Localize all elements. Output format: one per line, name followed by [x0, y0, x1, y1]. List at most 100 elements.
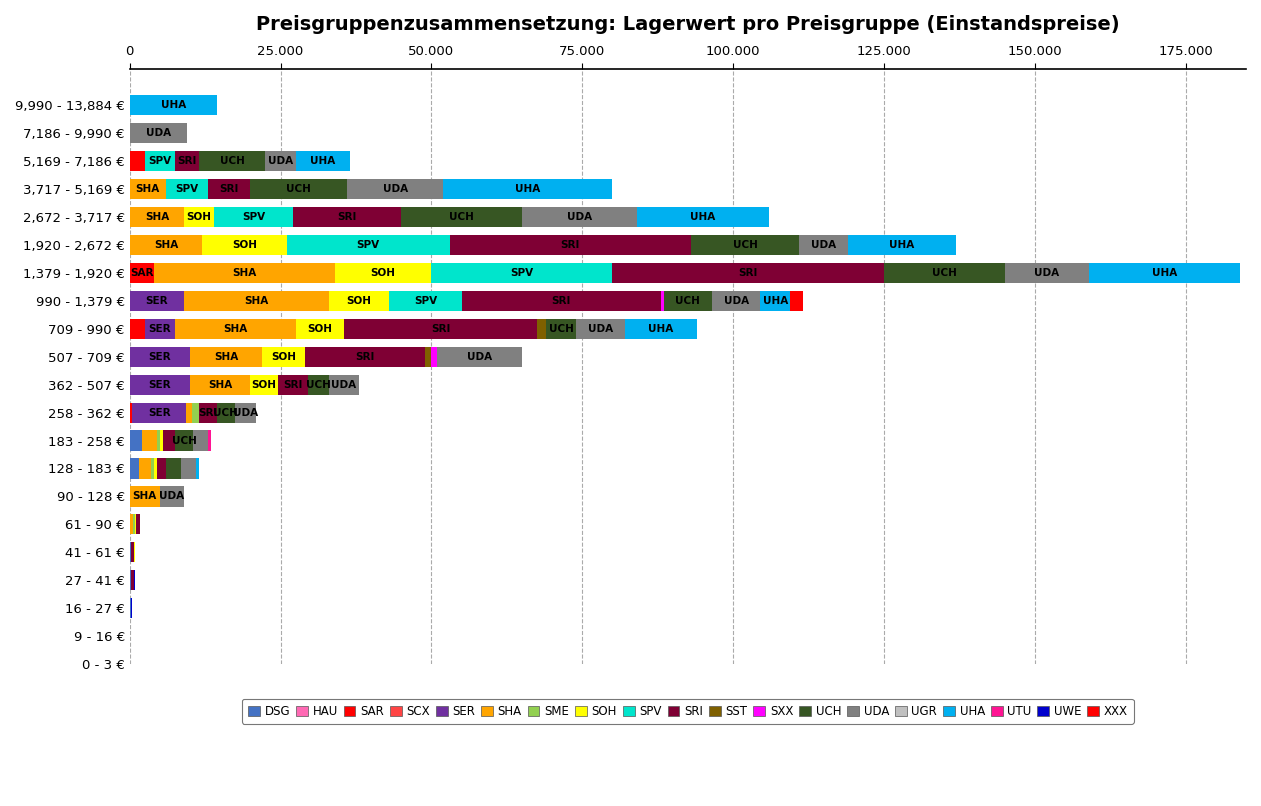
Bar: [884, 263, 1005, 283]
Text: SHA: SHA: [154, 240, 178, 250]
Bar: [130, 318, 145, 339]
Bar: [187, 402, 193, 422]
Text: UCH: UCH: [213, 408, 238, 418]
Bar: [576, 318, 624, 339]
Bar: [663, 291, 712, 311]
Text: SHA: SHA: [208, 380, 232, 389]
Bar: [132, 402, 187, 422]
Bar: [130, 402, 132, 422]
Text: SHA: SHA: [145, 212, 169, 222]
Bar: [160, 486, 184, 506]
Text: SHA: SHA: [232, 268, 256, 278]
Bar: [190, 347, 262, 367]
Text: UHA: UHA: [763, 296, 788, 305]
Bar: [847, 235, 956, 255]
Bar: [449, 235, 691, 255]
Text: UCH: UCH: [676, 296, 700, 305]
Text: UDA: UDA: [1034, 268, 1059, 278]
Bar: [438, 347, 522, 367]
Bar: [217, 402, 235, 422]
Text: SER: SER: [149, 380, 171, 389]
Text: SPV: SPV: [414, 296, 438, 305]
Text: UDA: UDA: [467, 351, 492, 362]
Bar: [160, 430, 163, 451]
Text: UHA: UHA: [516, 184, 541, 194]
Bar: [262, 347, 305, 367]
Bar: [235, 402, 256, 422]
Bar: [712, 291, 760, 311]
Bar: [145, 151, 175, 171]
Bar: [624, 318, 697, 339]
Text: SRI: SRI: [198, 408, 217, 418]
Text: UCH: UCH: [733, 240, 758, 250]
Text: UCH: UCH: [171, 435, 197, 446]
Text: SPV: SPV: [149, 156, 171, 166]
Bar: [546, 318, 576, 339]
Bar: [166, 179, 208, 199]
Text: UDA: UDA: [146, 128, 171, 138]
Bar: [208, 179, 251, 199]
Bar: [305, 347, 425, 367]
Text: SRI: SRI: [431, 324, 450, 334]
Text: UDA: UDA: [588, 324, 613, 334]
Bar: [293, 207, 401, 227]
Text: SHA: SHA: [214, 351, 238, 362]
Text: UHA: UHA: [1151, 268, 1178, 278]
Bar: [132, 514, 135, 534]
Text: SRI: SRI: [739, 268, 758, 278]
Bar: [799, 235, 847, 255]
Text: SHA: SHA: [132, 492, 156, 501]
Text: SOH: SOH: [308, 324, 333, 334]
Bar: [131, 542, 134, 563]
Bar: [295, 318, 344, 339]
Bar: [193, 402, 198, 422]
Text: SRI: SRI: [219, 184, 240, 194]
Text: UCH: UCH: [306, 380, 330, 389]
Title: Preisgruppenzusammensetzung: Lagerwert pro Preisgruppe (Einstandspreise): Preisgruppenzusammensetzung: Lagerwert p…: [256, 15, 1120, 34]
Text: UDA: UDA: [159, 492, 184, 501]
Text: SAR: SAR: [130, 268, 154, 278]
Bar: [154, 263, 335, 283]
Bar: [791, 291, 802, 311]
Bar: [156, 459, 166, 479]
Bar: [184, 207, 214, 227]
Text: UDA: UDA: [382, 184, 407, 194]
Text: SHA: SHA: [245, 296, 269, 305]
Text: UDA: UDA: [269, 156, 293, 166]
Text: SPV: SPV: [242, 212, 265, 222]
Text: SRI: SRI: [561, 240, 580, 250]
Text: SOH: SOH: [271, 351, 296, 362]
Bar: [613, 263, 884, 283]
Bar: [329, 291, 390, 311]
Text: UHA: UHA: [690, 212, 715, 222]
Bar: [462, 291, 661, 311]
Bar: [130, 151, 145, 171]
Bar: [286, 235, 449, 255]
Bar: [130, 430, 141, 451]
Bar: [166, 459, 182, 479]
Bar: [251, 179, 347, 199]
Bar: [184, 291, 329, 311]
Bar: [347, 179, 444, 199]
Text: SOH: SOH: [187, 212, 212, 222]
Text: UHA: UHA: [889, 240, 914, 250]
Text: UCH: UCH: [449, 212, 474, 222]
Bar: [637, 207, 769, 227]
Text: SRI: SRI: [551, 296, 571, 305]
Text: SOH: SOH: [251, 380, 276, 389]
Text: UHA: UHA: [310, 156, 335, 166]
Bar: [197, 459, 199, 479]
Bar: [182, 459, 197, 479]
Text: UCH: UCH: [932, 268, 957, 278]
Bar: [661, 291, 663, 311]
Bar: [537, 318, 546, 339]
Bar: [335, 263, 431, 283]
Bar: [130, 263, 154, 283]
Bar: [139, 459, 151, 479]
Text: UCH: UCH: [286, 184, 311, 194]
Bar: [277, 375, 308, 395]
Text: UCH: UCH: [219, 156, 245, 166]
Bar: [1090, 263, 1240, 283]
Text: SER: SER: [149, 324, 171, 334]
Bar: [175, 430, 193, 451]
